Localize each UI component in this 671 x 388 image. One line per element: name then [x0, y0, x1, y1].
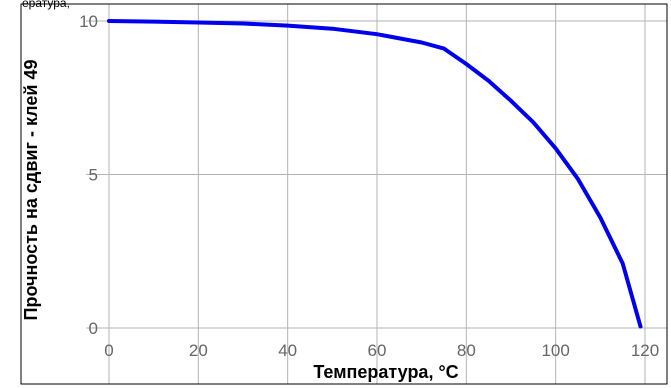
y-tick-label: 10 [79, 12, 98, 31]
x-tick-label: 40 [278, 341, 297, 360]
x-tick-label: 0 [104, 341, 113, 360]
top-text: ература, [22, 0, 70, 10]
x-tick-label: 60 [368, 341, 387, 360]
series-layer [107, 19, 643, 329]
x-tick-label: 120 [631, 341, 659, 360]
x-tick-label: 100 [541, 341, 569, 360]
y-tick-label: 0 [89, 319, 98, 338]
x-axis-title: Температура, °C [313, 362, 458, 382]
y-axis-title: Прочность на сдвиг - клей 49 [21, 60, 41, 321]
grid [86, 4, 667, 384]
x-tick-label: 80 [457, 341, 476, 360]
y-tick-label: 5 [89, 166, 98, 185]
x-tick-labels: 0 20 40 60 80 100 120 [104, 341, 659, 360]
plot-frame [20, 3, 668, 385]
y-tick-labels: 0 5 10 [79, 12, 98, 338]
x-tick-label: 20 [189, 341, 208, 360]
series-line-0 [107, 19, 643, 329]
